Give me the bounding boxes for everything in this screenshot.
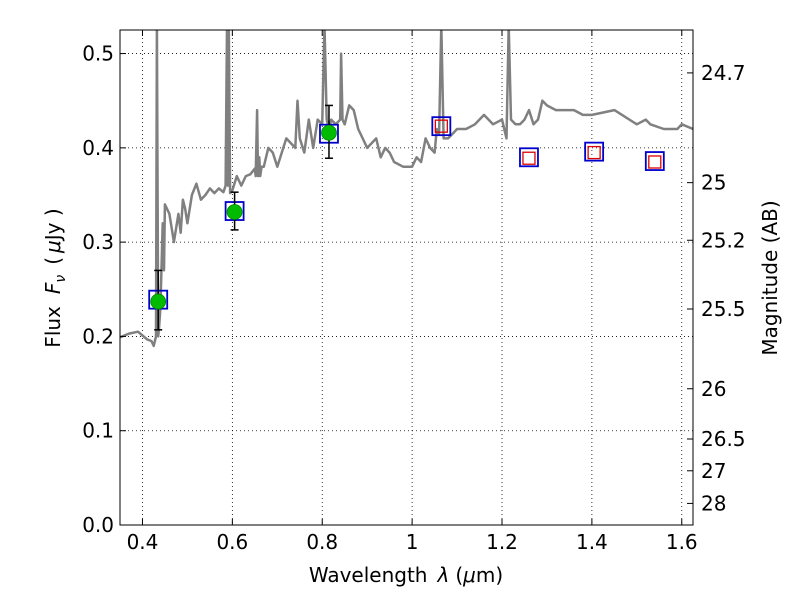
- model-photometry-marker: [584, 141, 605, 162]
- detection-point: [321, 124, 337, 141]
- grid-lines: [120, 30, 693, 526]
- y2-axis-label: Magnitude (AB): [758, 200, 782, 355]
- spectrum-line: [120, 30, 693, 348]
- x-axis-label: Wavelength λ (μm): [309, 563, 503, 587]
- y-axis: 0.0 0.1 0.2 0.3 0.4 0.5: [82, 42, 126, 537]
- y-tick-label: 0.2: [82, 324, 114, 348]
- detection-point: [226, 204, 243, 220]
- y2-tick-label: 25: [701, 171, 726, 195]
- y2-tick-label: 25.5: [701, 297, 746, 321]
- x-tick-label: 1.6: [666, 530, 698, 554]
- model-photometry-marker: [431, 116, 452, 137]
- nondetection-marker: [587, 145, 601, 160]
- detection-point: [150, 293, 167, 310]
- nondetection-marker: [522, 151, 536, 165]
- y-tick-label: 0.3: [82, 230, 114, 254]
- model-photometry-marker: [644, 151, 665, 171]
- plot-background: [120, 30, 693, 525]
- y2-tick-label: 27: [701, 459, 726, 483]
- x-axis: 0.4 0.6 0.8 1 1.2 1.4 1.6: [127, 30, 698, 554]
- y-tick-label: 0.5: [82, 42, 114, 66]
- y2-tick-label: 28: [701, 491, 726, 515]
- y2-tick-label: 26: [701, 377, 726, 401]
- y2-tick-label: 24.7: [701, 61, 746, 85]
- model-photometry-marker: [519, 147, 539, 168]
- x-tick-label: 0.8: [306, 530, 338, 554]
- y-axis-label: FluxFν(μJy ): [41, 208, 69, 347]
- y2-tick-label: 25.2: [701, 228, 746, 252]
- y-tick-label: 0.0: [82, 513, 114, 537]
- nondetection-marker: [434, 119, 448, 133]
- x-tick-label: 0.4: [127, 530, 159, 554]
- nondetection-marker: [648, 155, 662, 169]
- x-tick-label: 1: [406, 530, 419, 554]
- plot-area: [120, 30, 693, 348]
- x-tick-label: 1.4: [576, 530, 608, 554]
- y2-axis: 24.7 25 25.2 25.5 26 26.5 27 28: [687, 61, 746, 515]
- x-tick-label: 1.2: [486, 530, 518, 554]
- y-tick-label: 0.4: [82, 136, 114, 160]
- plot-frame: [119, 29, 694, 526]
- y-tick-label: 0.1: [82, 419, 114, 443]
- x-tick-label: 0.6: [216, 530, 248, 554]
- y2-tick-label: 26.5: [701, 427, 746, 451]
